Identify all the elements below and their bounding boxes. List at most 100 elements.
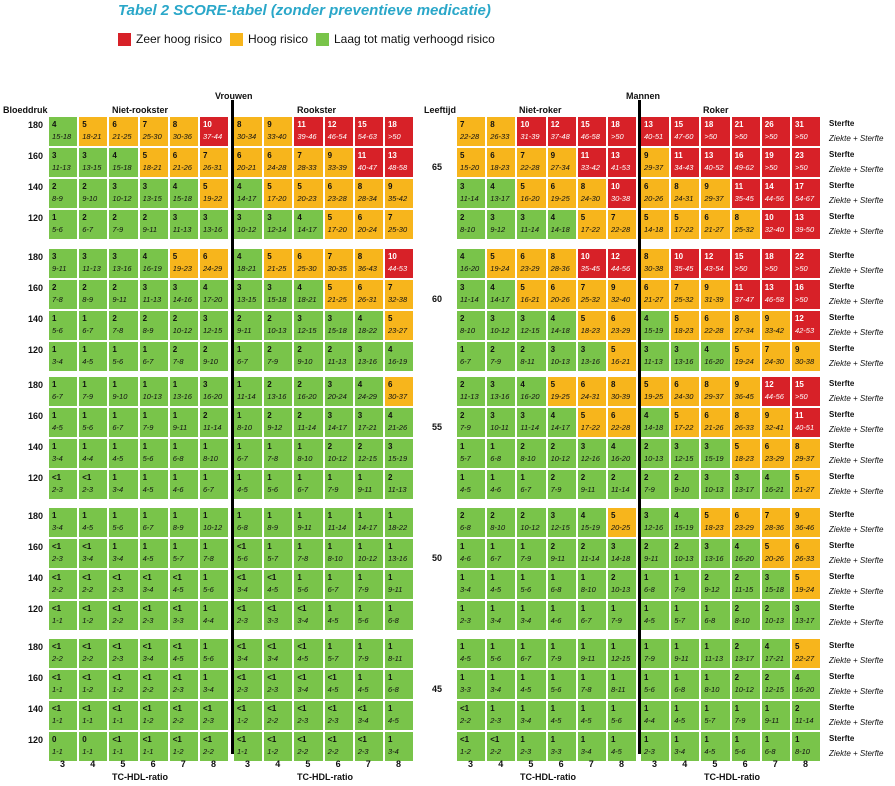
score-cell: 23 >50 bbox=[790, 147, 822, 178]
ziekte-sterfte-range: 17-20 bbox=[202, 295, 223, 304]
sterfte-value: 6 bbox=[704, 411, 709, 420]
ziekte-sterfte-range: 4-5 bbox=[52, 423, 63, 432]
ziekte-sterfte-range: 16-20 bbox=[734, 554, 754, 563]
score-cell: 11 40-47 bbox=[353, 147, 384, 178]
sterfte-value: <1 bbox=[142, 604, 152, 613]
sterfte-value: 1 bbox=[520, 735, 525, 744]
score-cell: <1 2-2 bbox=[456, 700, 487, 731]
score-cell: 1 11-14 bbox=[233, 376, 264, 407]
ziekte-sterfte-range: 4-5 bbox=[297, 654, 309, 663]
ziekte-sterfte-range: 29-37 bbox=[644, 163, 664, 172]
score-cell: 1 4-5 bbox=[516, 669, 547, 700]
score-cell: 3 16-20 bbox=[198, 376, 230, 407]
score-cell: 3 11-13 bbox=[168, 209, 199, 240]
legend: Zeer hoog risico bbox=[118, 30, 222, 48]
score-cell: 16 >50 bbox=[790, 279, 822, 310]
sterfte-label: Sterfte bbox=[829, 150, 855, 159]
sterfte-value: 10 bbox=[202, 120, 212, 129]
score-cell: <1 2-2 bbox=[198, 731, 230, 762]
ziekte-sterfte-range: 11-13 bbox=[52, 163, 71, 172]
score-cell: 1 11-13 bbox=[700, 638, 731, 669]
sterfte-row-label: Sterfte Ziekte + Sterfte bbox=[829, 507, 883, 537]
sterfte-value: 2 bbox=[580, 473, 586, 482]
score-cell: 6 22-28 bbox=[700, 310, 731, 341]
score-cell: 1 7-9 bbox=[353, 569, 384, 600]
sterfte-row-label: Sterfte Ziekte + Sterfte bbox=[829, 310, 883, 340]
sterfte-row-label: Sterfte Ziekte + Sterfte bbox=[829, 569, 883, 599]
ziekte-sterfte-range: 6-7 bbox=[142, 357, 154, 366]
ziekte-sterfte-range: 2-2 bbox=[490, 747, 502, 756]
ziekte-sterfte-range: 43-54 bbox=[704, 264, 724, 273]
ziekte-sterfte-range: 1-1 bbox=[52, 616, 63, 625]
score-cell: 1 2-3 bbox=[640, 731, 671, 762]
sterfte-value: 1 bbox=[734, 735, 740, 744]
ziekte-sterfte-range: 14-18 bbox=[644, 225, 664, 234]
ziekte-sterfte-range: 7-8 bbox=[267, 454, 279, 463]
ziekte-sterfte-range: 2-3 bbox=[297, 716, 309, 725]
ziekte-sterfte-range: 3-4 bbox=[267, 654, 279, 663]
sterfte-value: 1 bbox=[550, 735, 556, 744]
sterfte-value: 3 bbox=[172, 213, 178, 222]
ziekte-sterfte-range: 24-30 bbox=[764, 357, 784, 366]
sterfte-value: <1 bbox=[490, 735, 500, 744]
sterfte-value: 1 bbox=[550, 573, 556, 582]
ziekte-sterfte-range: >50 bbox=[704, 132, 718, 141]
score-cell: 1 6-8 bbox=[486, 438, 517, 469]
sterfte-value: 2 bbox=[112, 314, 117, 323]
ziekte-sterfte-label: Ziekte + Sterfte bbox=[829, 618, 884, 627]
score-cell: 22 >50 bbox=[790, 248, 822, 279]
ziekte-sterfte-range: 35-45 bbox=[734, 194, 754, 203]
sterfte-value: 5 bbox=[267, 182, 272, 191]
sterfte-value: 9 bbox=[704, 182, 709, 191]
score-cell: 3 10-13 bbox=[546, 341, 577, 372]
score-cell: 1 3-4 bbox=[108, 469, 139, 500]
ziekte-sterfte-range: 10-13 bbox=[142, 392, 162, 401]
ziekte-sterfte-range: 3-4 bbox=[520, 616, 532, 625]
sterfte-value: 3 bbox=[550, 511, 556, 520]
sterfte-value: 5 bbox=[794, 473, 800, 482]
score-cell: 5 18-23 bbox=[730, 438, 761, 469]
score-cell: 6 18-23 bbox=[486, 147, 517, 178]
bloeddruk-label: 160 bbox=[28, 542, 44, 552]
sterfte-value: 3 bbox=[237, 213, 242, 222]
ziekte-sterfte-range: 5-6 bbox=[112, 357, 124, 366]
score-cell: 10 37-44 bbox=[198, 116, 230, 147]
score-cell: 1 4-5 bbox=[456, 469, 487, 500]
ziekte-sterfte-range: 10-12 bbox=[490, 326, 510, 335]
score-cell: 2 13-17 bbox=[730, 638, 761, 669]
sterfte-value: 5 bbox=[460, 151, 465, 160]
score-cell: 2 7-9 bbox=[640, 469, 671, 500]
ziekte-sterfte-range: 9-10 bbox=[112, 392, 128, 401]
sterfte-value: 7 bbox=[460, 120, 465, 129]
score-cell: 2 11-14 bbox=[606, 469, 638, 500]
score-cell: <1 1-2 bbox=[168, 731, 199, 762]
sterfte-label: Sterfte bbox=[829, 572, 855, 581]
sterfte-value: <1 bbox=[297, 735, 307, 744]
sterfte-value: 1 bbox=[357, 642, 363, 651]
ziekte-sterfte-range: 6-7 bbox=[202, 485, 214, 494]
score-cell: 1 6-8 bbox=[168, 438, 199, 469]
legend-swatch-high bbox=[230, 32, 243, 46]
ziekte-sterfte-range: 18-21 bbox=[82, 132, 102, 141]
sterfte-value: 3 bbox=[237, 283, 242, 292]
score-cell: <1 2-3 bbox=[108, 569, 139, 600]
sterfte-value: <1 bbox=[237, 704, 247, 713]
ziekte-sterfte-range: 11-13 bbox=[142, 295, 162, 304]
sterfte-value: 2 bbox=[357, 442, 363, 451]
sterfte-value: <1 bbox=[172, 604, 182, 613]
ziekte-sterfte-range: 4-5 bbox=[520, 685, 532, 694]
score-cell: 2 11-15 bbox=[730, 569, 761, 600]
ziekte-sterfte-range: 32-38 bbox=[387, 295, 408, 304]
score-cell: 18 >50 bbox=[760, 248, 791, 279]
sterfte-value: 6 bbox=[112, 120, 117, 129]
sterfte-value: 6 bbox=[550, 283, 556, 292]
sterfte-value: 9 bbox=[734, 380, 740, 389]
sterfte-value: 4 bbox=[794, 673, 800, 682]
leeftijd-label: 55 bbox=[432, 422, 443, 432]
score-cell: 13 41-53 bbox=[606, 147, 638, 178]
score-cell: 3 11-14 bbox=[516, 209, 547, 240]
ziekte-sterfte-range: 3-4 bbox=[112, 485, 124, 494]
score-cell: 1 6-7 bbox=[293, 469, 324, 500]
ziekte-sterfte-label: Ziekte + Sterfte bbox=[829, 394, 884, 403]
ziekte-sterfte-range: 18-23 bbox=[734, 454, 754, 463]
